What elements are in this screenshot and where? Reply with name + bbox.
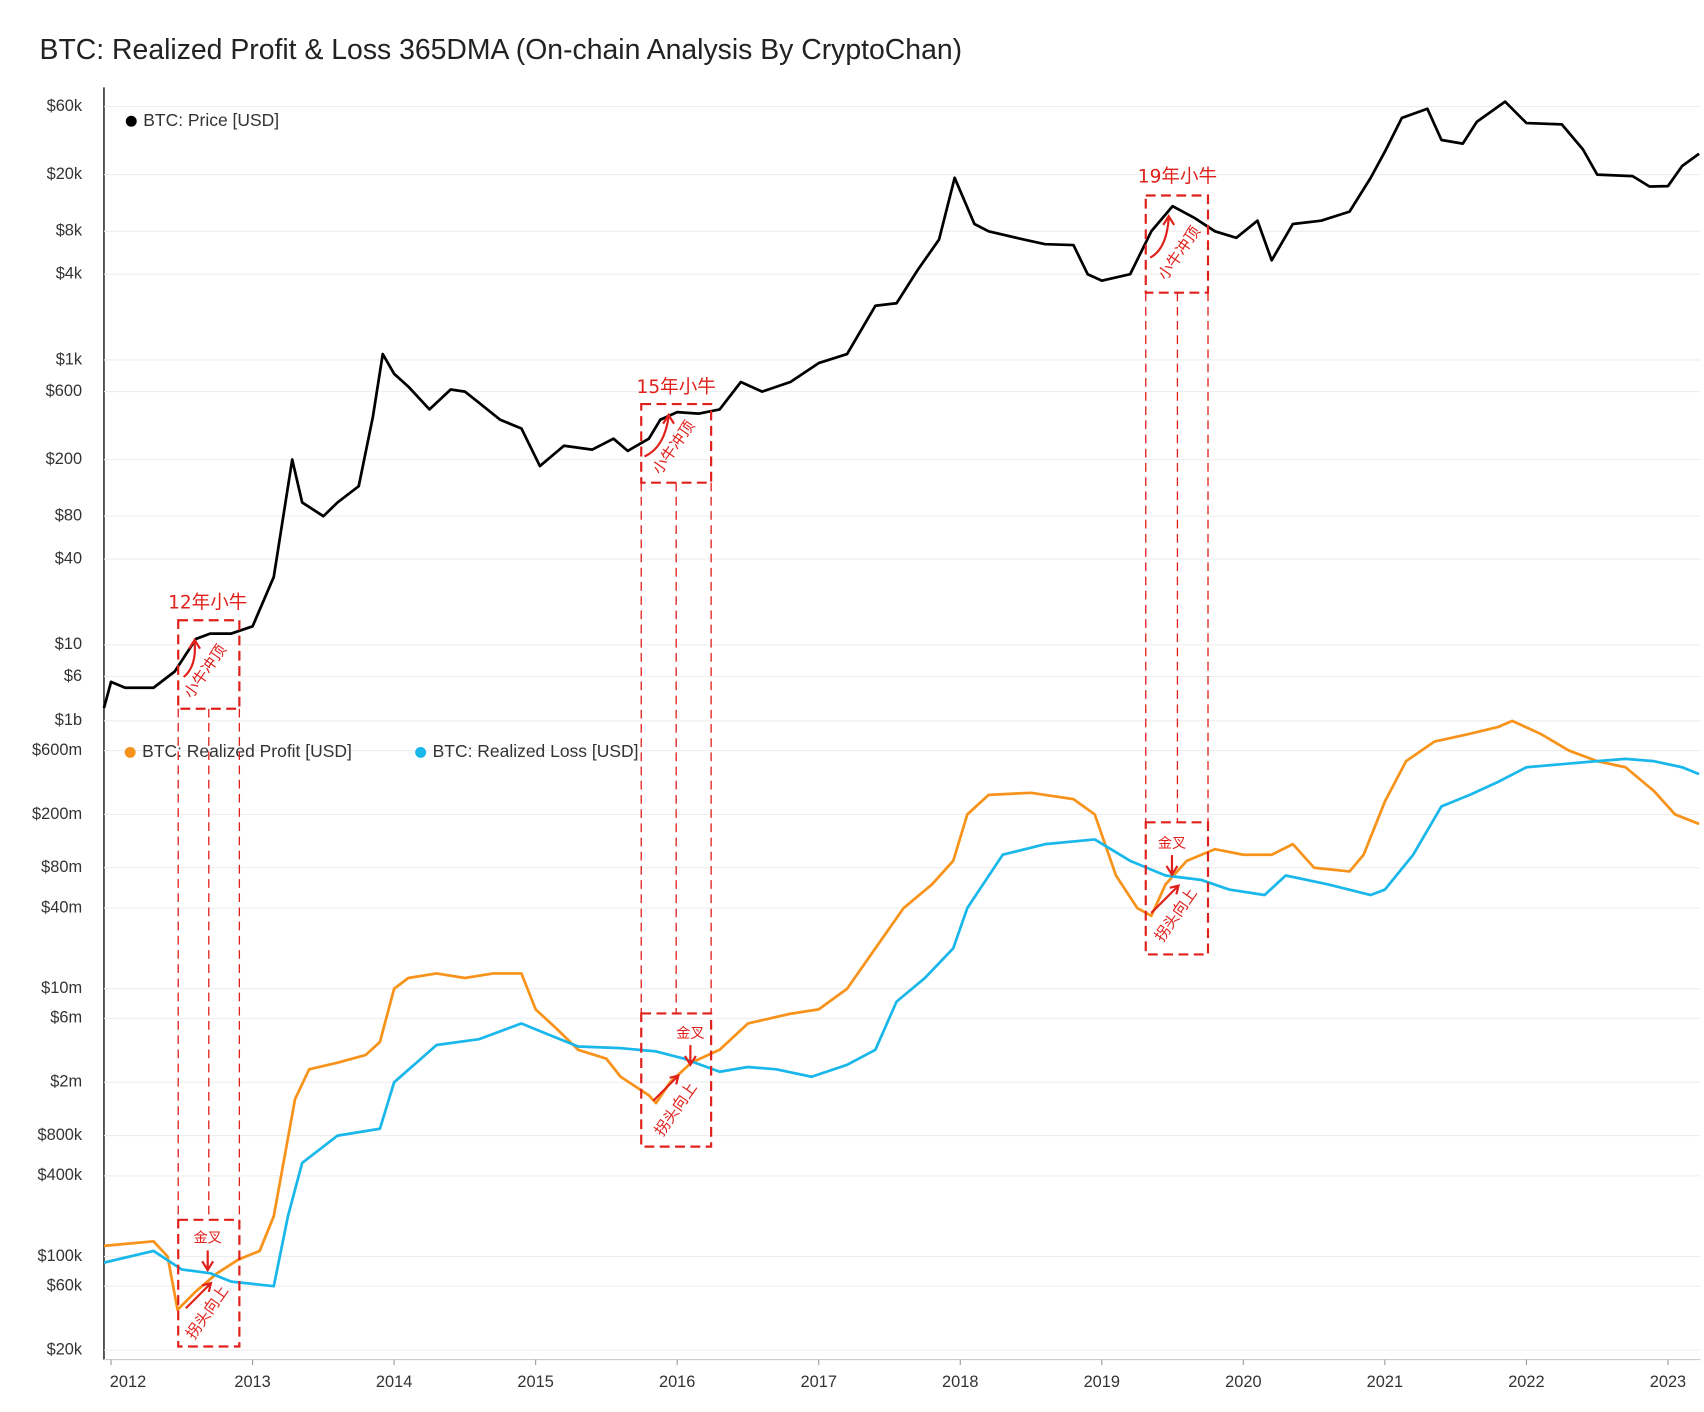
arrow [1149, 214, 1176, 259]
y-tick-label: $20k [47, 1340, 83, 1358]
y-tick-label: $10m [41, 979, 82, 997]
chart-title: BTC: Realized Profit & Loss 365DMA (On-c… [40, 34, 963, 66]
arrow [201, 1250, 215, 1273]
y-tick-label: $80m [41, 858, 82, 876]
legend-label: BTC: Realized Profit [USD] [142, 741, 352, 761]
y-tick-label: $600 [46, 382, 82, 400]
x-tick-label: 2012 [110, 1373, 146, 1391]
annotation-label: 拐头向上 [182, 1282, 232, 1342]
series-line [102, 100, 1700, 709]
y-tick-label: $600m [32, 741, 82, 759]
annotation-label: 金叉 [194, 1230, 222, 1246]
x-tick-label: 2017 [801, 1373, 837, 1391]
y-tick-label: $4k [56, 265, 83, 283]
y-tick-label: $40 [55, 549, 82, 567]
annotation-label: 拐头向上 [651, 1079, 701, 1139]
y-tick-label: $1b [55, 711, 82, 729]
x-tick-label: 2016 [659, 1373, 695, 1391]
arrow [182, 637, 201, 678]
annotation-label: 15年小牛 [637, 377, 716, 398]
annotation-label: 19年小牛 [1138, 166, 1217, 187]
y-tick-label: $20k [47, 165, 83, 183]
annotation-label: 12年小牛 [168, 592, 247, 613]
x-tick-label: 2022 [1508, 1373, 1544, 1391]
x-tick-label: 2018 [942, 1373, 978, 1391]
y-tick-label: $800k [37, 1126, 82, 1144]
arrow [683, 1045, 697, 1067]
annotation-box [177, 619, 241, 710]
y-tick-label: $6 [64, 667, 82, 685]
x-tick-label: 2013 [234, 1373, 270, 1391]
series-line [103, 719, 1700, 1312]
y-tick-label: $40m [41, 898, 82, 916]
y-tick-label: $10 [55, 635, 82, 653]
y-tick-label: $8k [56, 222, 83, 240]
annotation-box [177, 1218, 241, 1348]
legend-marker [125, 115, 137, 127]
legend-label: BTC: Realized Loss [USD] [433, 741, 639, 761]
legend-label: BTC: Price [USD] [143, 110, 279, 130]
x-tick-label: 2014 [376, 1373, 412, 1391]
x-tick-label: 2015 [517, 1373, 553, 1391]
x-tick-label: 2020 [1225, 1373, 1261, 1391]
arrow [1150, 884, 1181, 914]
annotation-label: 金叉 [1158, 836, 1186, 852]
legend-marker [415, 746, 427, 758]
y-tick-label: $200m [32, 805, 82, 823]
y-tick-label: $60k [47, 97, 83, 115]
y-tick-label: $60k [47, 1277, 83, 1295]
arrow [1165, 855, 1179, 877]
legend-marker [124, 746, 136, 758]
series-line [103, 757, 1700, 1288]
y-tick-label: $1k [56, 350, 83, 368]
y-tick-label: $200 [46, 450, 82, 468]
x-tick-label: 2019 [1084, 1373, 1120, 1391]
x-tick-label: 2023 [1650, 1373, 1686, 1391]
y-tick-label: $80 [55, 507, 82, 525]
annotation-label: 金叉 [676, 1026, 704, 1042]
arrow [644, 412, 675, 458]
y-tick-label: $2m [50, 1073, 82, 1091]
arrow [185, 1281, 213, 1310]
x-tick-label: 2021 [1367, 1373, 1403, 1391]
y-tick-label: $6m [50, 1009, 82, 1027]
series-layer [102, 100, 1701, 1366]
y-tick-label: $400k [37, 1166, 82, 1184]
arrow [652, 1074, 680, 1102]
y-tick-label: $100k [37, 1247, 82, 1265]
